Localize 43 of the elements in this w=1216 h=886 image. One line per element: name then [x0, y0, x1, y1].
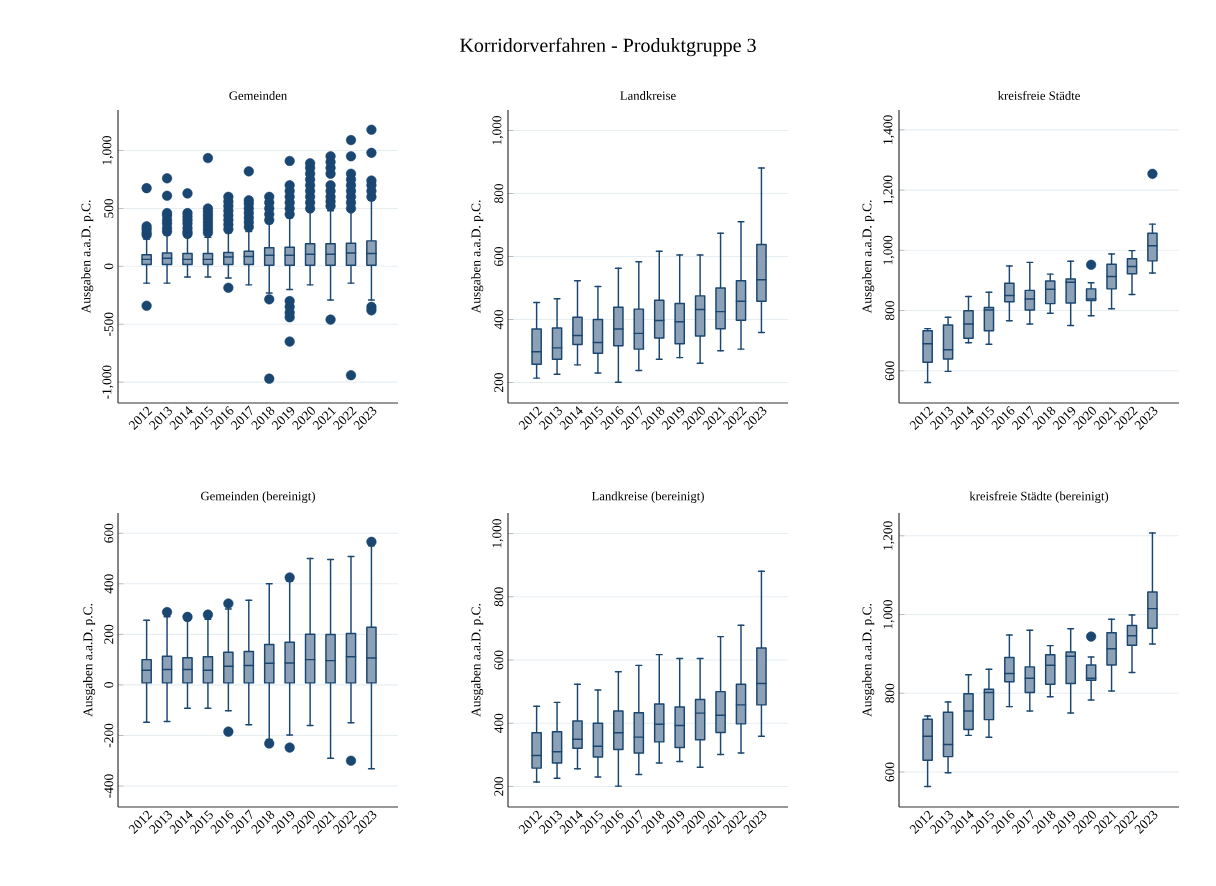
y-tick-label: 600 — [494, 247, 504, 266]
y-axis-title: Ausgaben a.a.D. p.C. — [83, 604, 96, 717]
y-axis-title: Ausgaben a.a.D. p.C. — [862, 200, 875, 314]
y-axis-title: Ausgaben a.a.D. p.C. — [471, 604, 484, 717]
y-tick-label: -1,000 — [102, 365, 114, 399]
y-tick-label: 800 — [494, 183, 504, 203]
chart-title: kreisfreie Städte — [997, 90, 1080, 100]
y-axis-title: Ausgaben a.a.D. p.C. — [81, 200, 94, 314]
y-tick-label: -500 — [104, 312, 114, 336]
y-tick-label: -200 — [104, 723, 114, 748]
y-axis-title: Ausgaben a.a.D. p.C. — [862, 604, 875, 717]
y-tick-label: 1,200 — [883, 521, 895, 550]
y-axis-title: Ausgaben a.a.D. p.C. — [471, 200, 484, 314]
chart-title: Landkreise — [620, 91, 676, 100]
y-tick-label: 500 — [104, 198, 114, 218]
chart-title: Landkreise (bereinigt) — [591, 491, 704, 503]
y-tick-label: 200 — [494, 776, 504, 796]
y-tick-label: 400 — [104, 574, 114, 594]
y-tick-label: 800 — [494, 587, 504, 607]
y-tick-label: 1,000 — [102, 136, 114, 165]
y-tick-label: 1,000 — [492, 519, 504, 548]
y-tick-label: 200 — [104, 624, 114, 644]
y-tick-label: -400 — [104, 774, 114, 798]
y-tick-label: 200 — [494, 373, 504, 392]
y-tick-label: 400 — [494, 310, 504, 330]
y-tick-label: 1,000 — [492, 115, 504, 145]
chart-title: Gemeinden (bereinigt) — [201, 491, 315, 503]
y-tick-label: 800 — [885, 301, 895, 321]
y-tick-label: 400 — [494, 713, 504, 733]
y-tick-label: 1,000 — [883, 235, 895, 265]
y-tick-label: 600 — [104, 523, 114, 543]
y-tick-label: 1,400 — [883, 115, 895, 144]
y-tick-label: 600 — [885, 361, 895, 381]
chart-title: kreisfreie Städte (bereinigt) — [969, 491, 1109, 503]
y-tick-label: 600 — [885, 762, 895, 782]
text: Korridorverfahren - Produktgruppe 3 — [460, 37, 756, 57]
y-tick-label: 800 — [885, 683, 895, 703]
y-tick-label: 0 — [104, 263, 114, 270]
chart-title: Gemeinden — [229, 91, 288, 100]
y-tick-label: 0 — [104, 682, 114, 688]
y-tick-label: 1,000 — [883, 600, 895, 629]
y-tick-label: 600 — [494, 650, 504, 670]
y-tick-label: 1,200 — [883, 175, 895, 204]
